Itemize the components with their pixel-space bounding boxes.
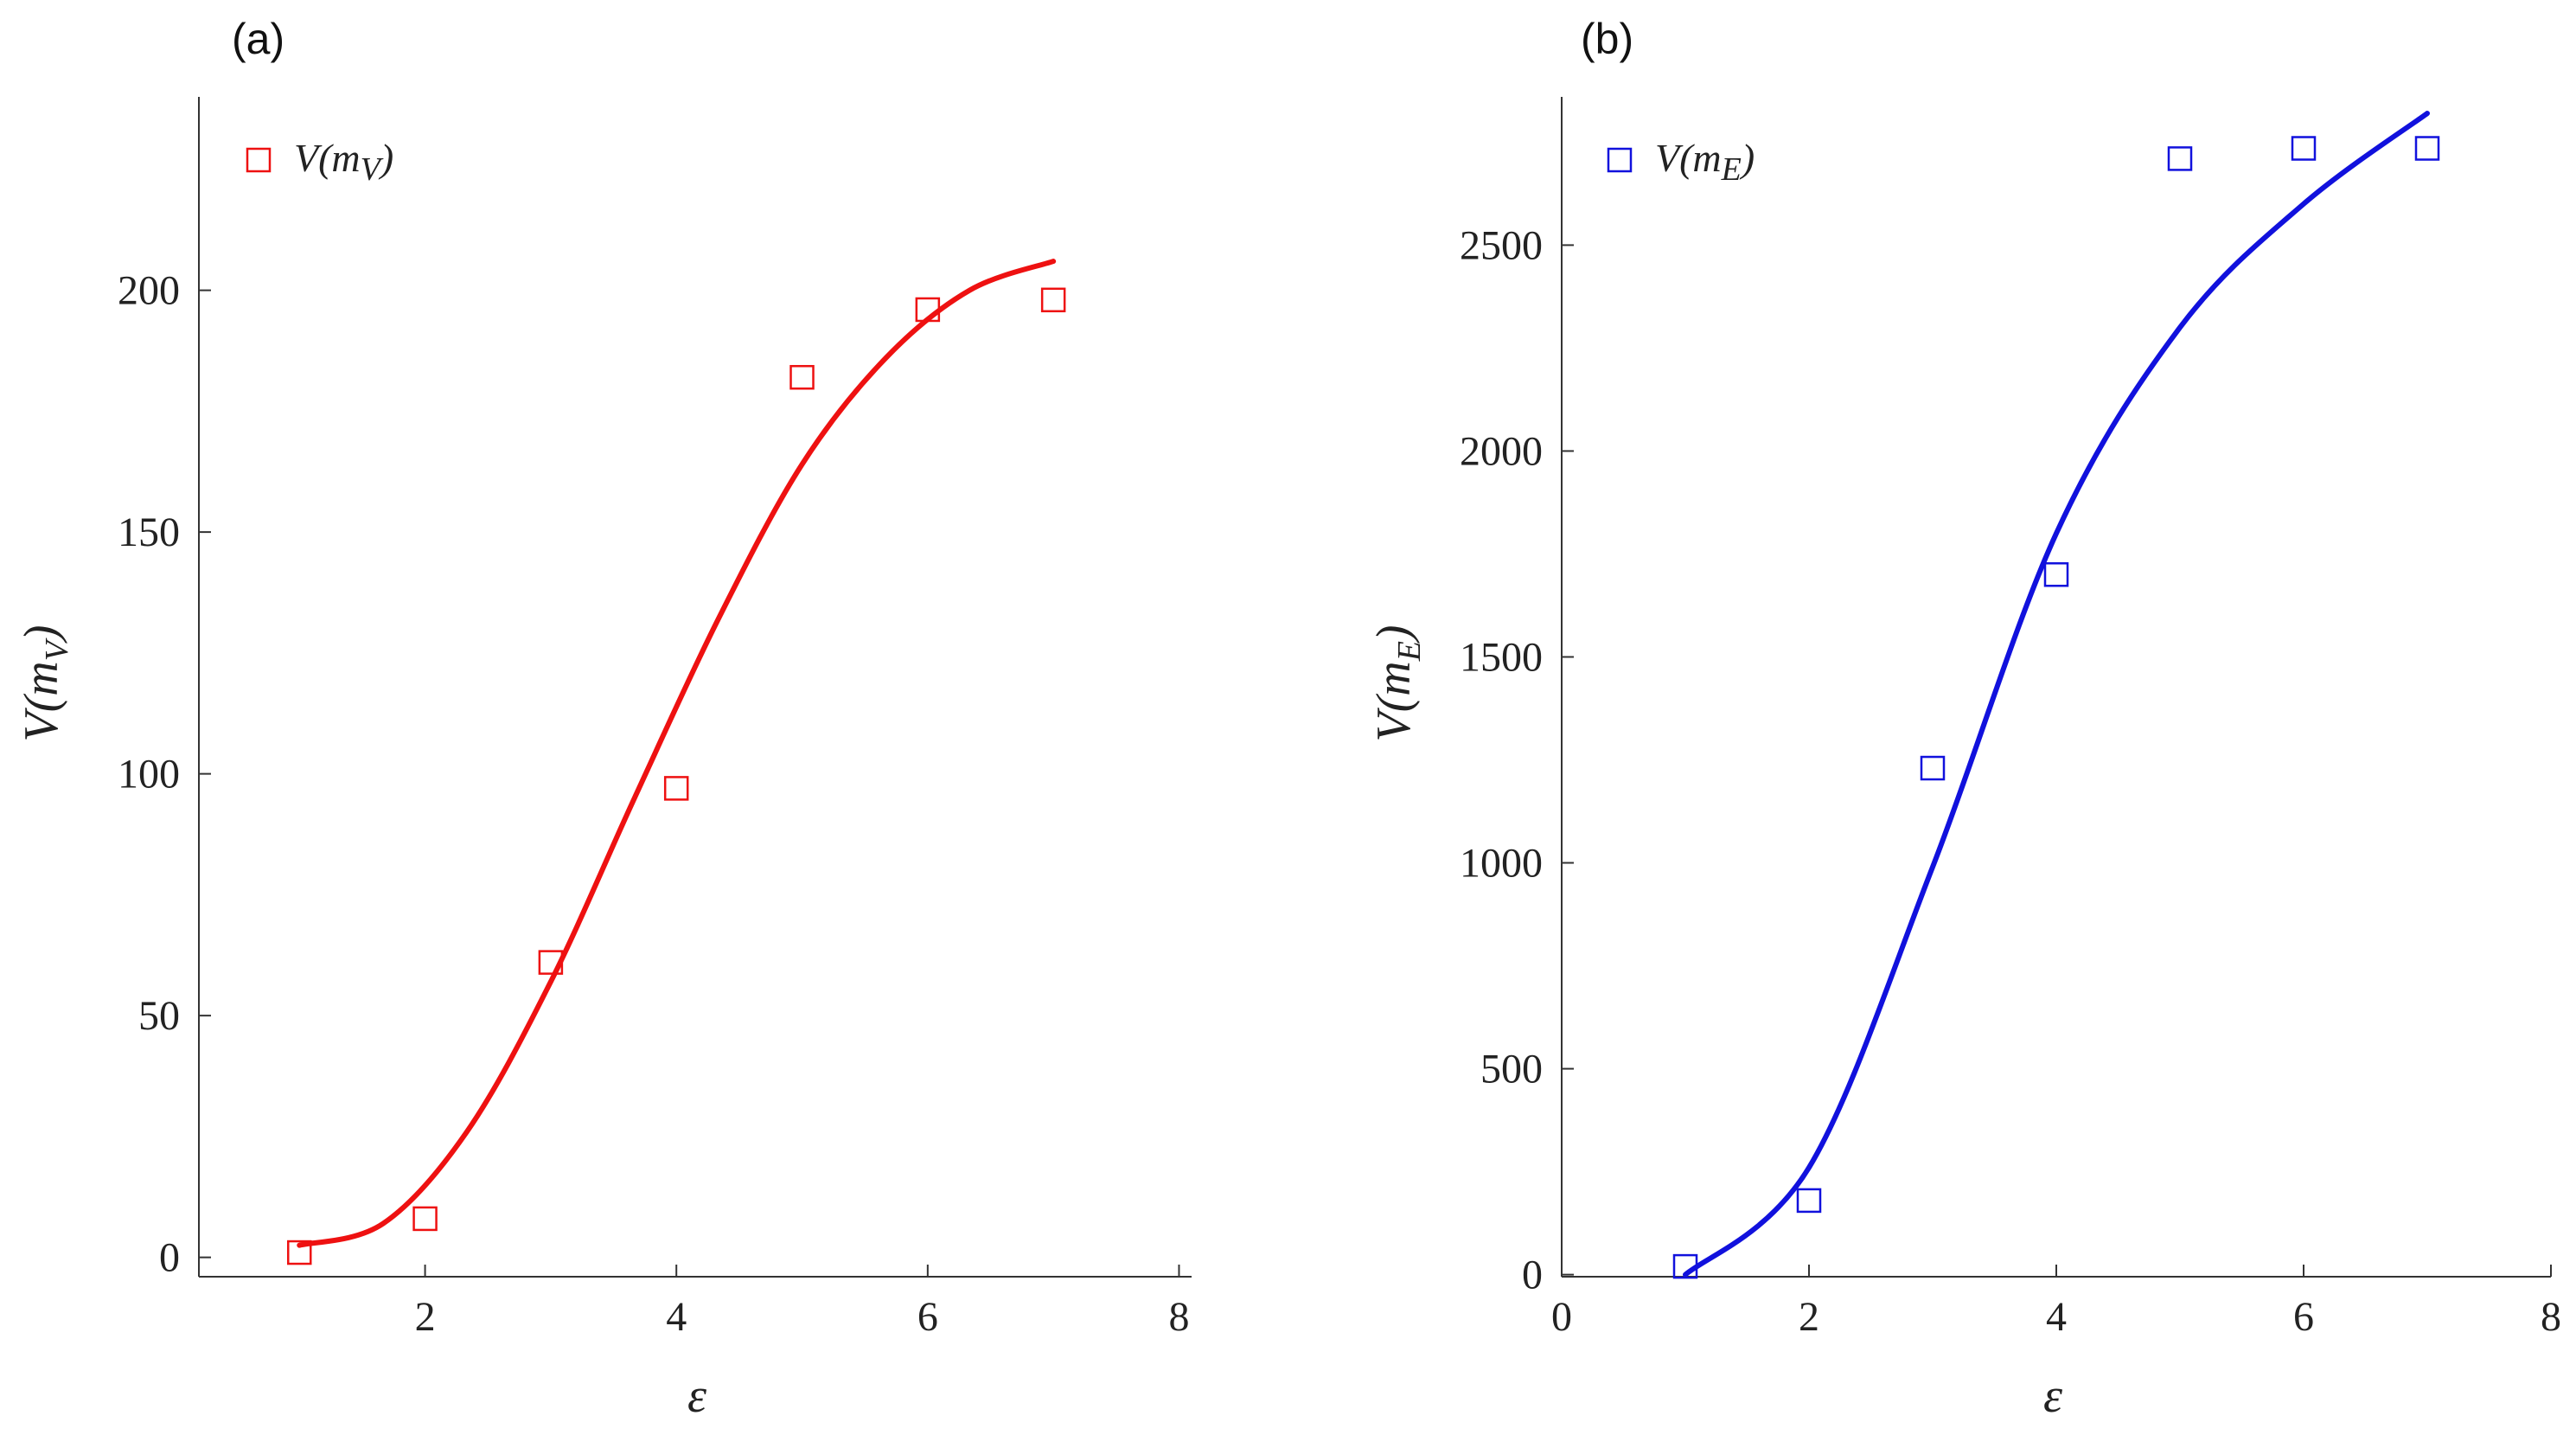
x-tick-label: 8 (2541, 1294, 2561, 1340)
panel-b-label: (b) (1581, 15, 1633, 63)
y-tick-label: 0 (1522, 1252, 1543, 1298)
panel-b-legend: V(mE) (1607, 136, 1755, 188)
data-point (287, 1240, 312, 1265)
panel-a-x-axis-label: ε (687, 1369, 707, 1423)
data-point (789, 364, 815, 390)
panel-b-fit-line (1683, 111, 2430, 1278)
x-tick-label: 2 (1799, 1294, 1819, 1340)
panel-a-points (287, 287, 1066, 1265)
data-point (2291, 136, 2317, 161)
x-tick-label: 8 (1168, 1294, 1189, 1340)
data-point (2043, 562, 2069, 587)
data-point (1672, 1253, 1698, 1279)
panel-a-legend-marker (246, 147, 272, 173)
x-tick-label: 0 (1551, 1294, 1572, 1340)
panel-a-fit-line (297, 259, 1057, 1248)
panel-a-ticks: 2 4 6 8 0 50 100 150 200 (118, 268, 1189, 1340)
panel-a-axes (198, 97, 1192, 1278)
y-tick-label: 2000 (1460, 428, 1543, 474)
data-point (1040, 287, 1066, 313)
y-tick-label: 200 (118, 268, 180, 314)
data-point (538, 950, 564, 975)
panel-a-y-axis-label: V(mV) (15, 625, 75, 741)
panel-a-legend-text: V(mV) (294, 136, 393, 188)
x-tick-label: 6 (2293, 1294, 2314, 1340)
x-tick-label: 4 (2046, 1294, 2067, 1340)
data-point (2167, 146, 2193, 171)
y-tick-label: 50 (138, 993, 180, 1039)
panel-b-axes (1561, 97, 2551, 1278)
y-tick-label: 500 (1480, 1047, 1543, 1092)
y-tick-label: 100 (118, 752, 180, 798)
data-point (915, 297, 941, 323)
data-point (412, 1206, 438, 1232)
y-tick-label: 1500 (1460, 634, 1543, 680)
data-point (663, 776, 689, 801)
panel-b-legend-marker (1607, 147, 1633, 173)
x-tick-label: 4 (666, 1294, 687, 1340)
y-tick-label: 0 (159, 1235, 180, 1281)
data-point (1920, 755, 1946, 781)
panel-b: (b) 0 2 4 6 8 0 500 1000 1500 2000 2500 V(mE) ε V(… (1367, 15, 2561, 1423)
x-tick-label: 2 (415, 1294, 436, 1340)
data-point (2414, 136, 2440, 161)
y-tick-label: 2500 (1460, 222, 1543, 268)
panel-b-y-axis-label: V(mE) (1367, 625, 1428, 741)
fit-curve (1683, 111, 2430, 1278)
fit-curve (297, 259, 1057, 1248)
panel-b-ticks: 0 2 4 6 8 0 500 1000 1500 2000 2500 (1460, 222, 2561, 1340)
x-tick-label: 6 (917, 1294, 938, 1340)
panel-a: (a) 2 4 6 8 0 50 100 150 200 V(mV) ε V(mV) (15, 15, 1192, 1423)
data-point (1796, 1188, 1822, 1214)
panel-b-x-axis-label: ε (2043, 1369, 2063, 1423)
panel-b-legend-text: V(mE) (1655, 136, 1755, 188)
panel-b-points (1672, 136, 2440, 1279)
panel-a-label: (a) (232, 15, 284, 63)
y-tick-label: 150 (118, 509, 180, 555)
y-tick-label: 1000 (1460, 841, 1543, 887)
panel-a-legend: V(mV) (246, 136, 393, 188)
